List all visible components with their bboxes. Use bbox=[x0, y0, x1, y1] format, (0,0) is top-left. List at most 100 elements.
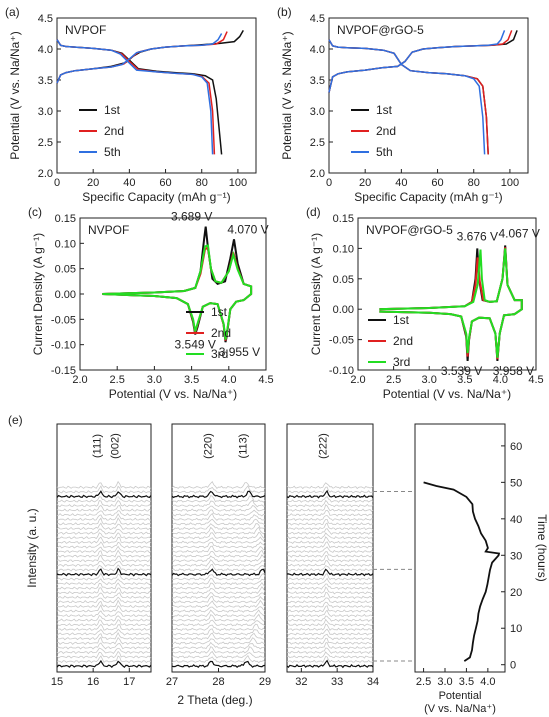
x-tick-label: 3.0 bbox=[437, 676, 452, 688]
xrd-scan bbox=[286, 628, 374, 636]
legend-label: 5th bbox=[376, 145, 393, 159]
y-tick-label: 2.5 bbox=[310, 137, 325, 149]
y-tick-label: 2.0 bbox=[310, 168, 325, 180]
y-axis-label: Time (hours) bbox=[535, 514, 549, 582]
xrd-scan bbox=[171, 619, 266, 627]
xrd-scan bbox=[286, 618, 374, 627]
x-tick-label: 33 bbox=[331, 676, 343, 688]
y-axis-label: Current Density (A g⁻¹) bbox=[31, 233, 45, 355]
xrd-scan bbox=[56, 619, 152, 627]
x-tick-label: 4.0 bbox=[480, 676, 495, 688]
peak-label: 4.067 V bbox=[498, 226, 539, 240]
xrd-scan bbox=[56, 592, 151, 599]
xrd-scan bbox=[171, 481, 266, 489]
xrd-scan bbox=[287, 519, 373, 526]
x-tick-label: 60 bbox=[431, 177, 443, 189]
xrd-scan bbox=[56, 623, 152, 631]
peak-label: 3.689 V bbox=[171, 210, 212, 224]
x-tick-label: 2.5 bbox=[110, 374, 125, 386]
y-axis-label: Potential (V vs. Na/Na⁺) bbox=[8, 31, 22, 159]
xrd-scan bbox=[56, 513, 152, 521]
x-axis-label: Potential (V vs. Na/Na⁺) bbox=[109, 387, 237, 401]
xrd-scan bbox=[286, 555, 374, 563]
xrd-scan bbox=[171, 606, 266, 613]
xrd-scan bbox=[56, 545, 152, 554]
y-tick-label: 0.15 bbox=[55, 213, 76, 225]
xrd-scan bbox=[56, 500, 152, 507]
x-tick-label: 28 bbox=[212, 676, 224, 688]
xrd-scan bbox=[286, 615, 374, 622]
x-tick-label: 32 bbox=[295, 676, 307, 688]
series-line-discharge bbox=[56, 39, 223, 155]
x-tick-label: 27 bbox=[166, 676, 178, 688]
xrd-scan-highlight bbox=[286, 489, 374, 499]
xrd-scan bbox=[171, 526, 266, 535]
xrd-scan bbox=[171, 613, 266, 622]
xrd-scan bbox=[56, 517, 152, 526]
y-tick-label: 0.15 bbox=[333, 213, 354, 225]
y-tick-label: -0.10 bbox=[51, 340, 76, 352]
series-line-charge bbox=[56, 30, 244, 84]
series-line-discharge bbox=[56, 39, 216, 155]
xrd-scan bbox=[286, 522, 374, 531]
y-tick-label: 20 bbox=[510, 587, 522, 599]
xrd-scan bbox=[171, 541, 266, 549]
legend-label: 1st bbox=[211, 305, 228, 319]
x-tick-label: 29 bbox=[259, 676, 271, 688]
x-tick-label: 3.5 bbox=[457, 374, 472, 386]
xrd-scan bbox=[286, 499, 374, 508]
xrd-scan bbox=[171, 650, 266, 659]
x-tick-label: 3.5 bbox=[184, 374, 199, 386]
xrd-scan bbox=[171, 572, 266, 581]
x-axis-label: 2 Theta (deg.) bbox=[177, 693, 252, 707]
panel-label: (b) bbox=[277, 5, 292, 19]
legend-label: 3rd bbox=[393, 355, 410, 369]
xrd-scan bbox=[286, 583, 374, 590]
xrd-scan bbox=[287, 486, 374, 494]
y-tick-label: 3.5 bbox=[310, 75, 325, 87]
xrd-scan bbox=[286, 601, 374, 609]
plot-frame bbox=[286, 423, 374, 673]
xrd-scan bbox=[56, 480, 152, 489]
xrd-scan bbox=[56, 647, 152, 655]
series-line-charge bbox=[328, 30, 506, 93]
y-tick-label: 3.5 bbox=[38, 75, 53, 87]
xrd-scan bbox=[171, 518, 266, 526]
y-tick-label: -0.10 bbox=[329, 365, 354, 377]
xrd-scan bbox=[286, 641, 374, 650]
legend-label: 3rd bbox=[211, 347, 228, 361]
xrd-scan bbox=[171, 599, 266, 609]
xrd-scan bbox=[286, 509, 374, 517]
xrd-scan bbox=[171, 632, 266, 641]
xrd-scan bbox=[56, 504, 152, 512]
peak-label: (113) bbox=[237, 434, 249, 459]
xrd-scan bbox=[286, 609, 374, 618]
xrd-scan bbox=[171, 646, 266, 655]
peak-label: 3.549 V bbox=[175, 338, 216, 352]
legend-label: 1st bbox=[376, 103, 393, 117]
xrd-scan bbox=[171, 655, 266, 664]
xrd-scan bbox=[56, 522, 152, 531]
xrd-scan-highlight bbox=[171, 490, 266, 499]
series-line-charge bbox=[56, 33, 223, 84]
y-tick-label: 10 bbox=[510, 623, 522, 635]
x-tick-label: 15 bbox=[51, 676, 63, 688]
xrd-scan bbox=[56, 572, 152, 581]
x-tick-label: 60 bbox=[159, 177, 171, 189]
panel-title: NVPOF@rGO-5 bbox=[337, 23, 424, 37]
peak-label: 3.676 V bbox=[457, 229, 498, 243]
xrd-scan bbox=[171, 523, 266, 531]
xrd-scan-highlight bbox=[56, 659, 152, 669]
xrd-scan bbox=[171, 623, 266, 632]
xrd-scan bbox=[56, 485, 152, 494]
xrd-scan bbox=[56, 582, 152, 590]
x-axis-label: Specific Capacity (mAh g⁻¹) bbox=[82, 190, 230, 204]
x-tick-label: 4.5 bbox=[528, 374, 543, 386]
xrd-scan bbox=[56, 636, 152, 645]
xrd-scan bbox=[171, 609, 266, 618]
xrd-scan bbox=[286, 591, 374, 600]
xrd-scan bbox=[286, 482, 374, 490]
xrd-scan bbox=[56, 510, 152, 517]
xrd-scan bbox=[56, 599, 152, 608]
